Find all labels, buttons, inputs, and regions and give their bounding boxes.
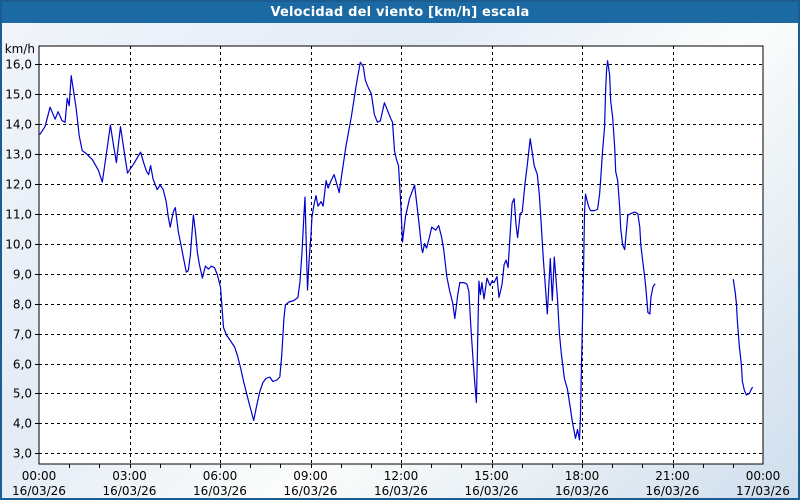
x-tick-date-label: 16/03/26	[103, 484, 157, 498]
y-tick-label: 8,0	[13, 298, 32, 312]
y-tick-label: 14,0	[5, 118, 32, 132]
x-tick-time-label: 03:00	[112, 469, 147, 483]
x-tick-date-label: 17/03/26	[736, 484, 790, 498]
x-tick-date-label: 16/03/26	[465, 484, 519, 498]
y-tick-label: 3,0	[13, 447, 32, 461]
y-tick-label: 7,0	[13, 328, 32, 342]
y-axis-unit-label: km/h	[5, 42, 35, 56]
wind-speed-chart: 16,0 15,0 14,0 13,0 12,0 11,0 10,0 9,0 8,0 7,0 6,0…	[5, 42, 790, 498]
x-tick-date-label: 16/03/26	[284, 484, 338, 498]
y-tick-label: 15,0	[5, 88, 32, 102]
y-tick-label: 6,0	[13, 358, 32, 372]
x-tick-date-label: 16/03/26	[12, 484, 66, 498]
x-tick-time-label: 06:00	[203, 469, 238, 483]
x-tick-time-label: 18:00	[565, 469, 600, 483]
x-tick-date-label: 16/03/26	[555, 484, 609, 498]
y-tick-label: 10,0	[5, 238, 32, 252]
x-tick-date-label: 16/03/26	[646, 484, 700, 498]
x-tick-time-label: 21:00	[655, 469, 690, 483]
x-tick-time-label: 00:00	[22, 469, 57, 483]
y-tick-label: 4,0	[13, 417, 32, 431]
y-tick-label: 9,0	[13, 268, 32, 282]
wind-speed-kmh-line	[39, 60, 656, 441]
y-tick-label: 5,0	[13, 387, 32, 401]
x-tick-time-label: 15:00	[474, 469, 509, 483]
y-tick-label: 12,0	[5, 178, 32, 192]
x-tick-date-label: 16/03/26	[193, 484, 247, 498]
title-bar: Velocidad del viento [km/h] escala	[2, 2, 798, 23]
page-title: Velocidad del viento [km/h] escala	[270, 5, 530, 20]
x-tick-time-label: 09:00	[293, 469, 328, 483]
y-tick-label: 16,0	[5, 58, 32, 72]
x-tick-time-label: 12:00	[384, 469, 419, 483]
wind-speed-kmh-line	[732, 279, 754, 396]
x-tick-time-label: 00:00	[746, 469, 781, 483]
y-tick-label: 13,0	[5, 148, 32, 162]
x-tick-date-label: 16/03/26	[374, 484, 428, 498]
y-tick-label: 11,0	[5, 208, 32, 222]
